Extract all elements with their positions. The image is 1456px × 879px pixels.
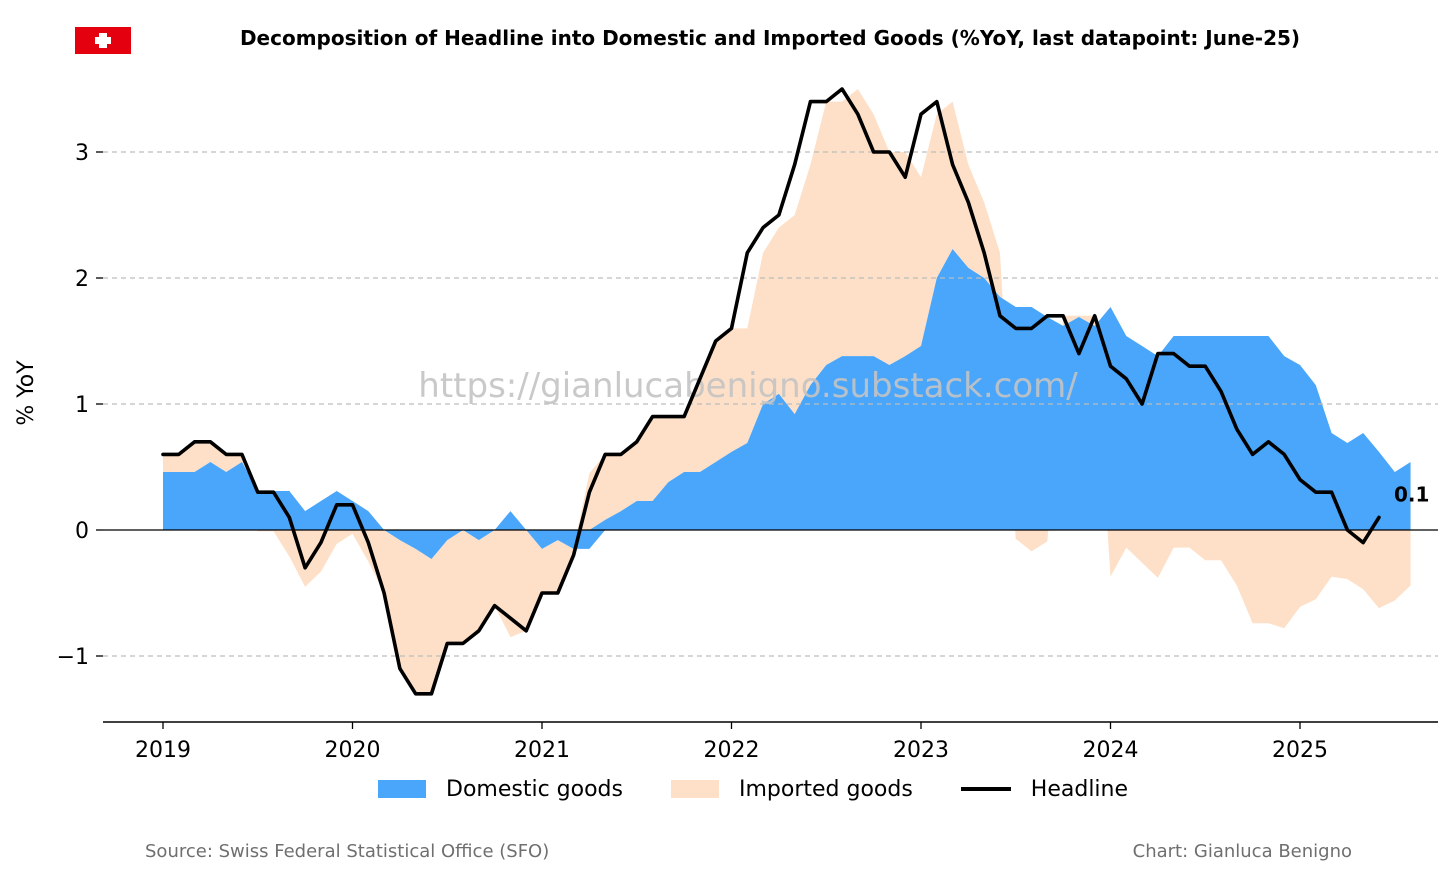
watermark: https://gianlucabenigno.substack.com/ (418, 366, 1078, 406)
legend-swatch-headline (960, 787, 1011, 791)
y-tick-label: 2 (75, 267, 89, 292)
legend-label-domestic: Domestic goods (446, 776, 623, 802)
y-tick-label: 1 (75, 393, 89, 418)
series-line-headline (161, 87, 1381, 696)
y-tick-label: −1 (57, 645, 89, 670)
legend-item-domestic: Domestic goods (378, 777, 623, 802)
x-tick-label: 2020 (325, 738, 381, 763)
grid-lines (103, 151, 1438, 657)
legend-label-imported: Imported goods (738, 776, 913, 802)
legend-item-headline: Headline (960, 776, 1129, 802)
x-tick-label: 2024 (1083, 738, 1139, 763)
source-note: Source: Swiss Federal Statistical Office… (145, 841, 550, 862)
y-tick-label: 3 (75, 141, 89, 166)
legend-label-headline: Headline (1030, 776, 1129, 802)
series-area-imported (163, 89, 1411, 694)
chart-title: Decomposition of Headline into Domestic … (239, 26, 1301, 50)
y-tick-label: 0 (75, 519, 89, 544)
x-tick-label: 2022 (704, 738, 760, 763)
x-tick-label: 2023 (893, 738, 949, 763)
line-layer: 0.1 (161, 87, 1429, 696)
last-value-label: 0.1 (1394, 482, 1429, 506)
y-axis-label: % YoY (14, 360, 39, 426)
x-tick-label: 2021 (514, 738, 570, 763)
legend-item-imported: Imported goods (670, 776, 913, 802)
x-tick-label: 2025 (1272, 738, 1328, 763)
x-tick-label: 2019 (135, 738, 191, 763)
swiss-flag-icon (75, 27, 131, 54)
legend-swatch-domestic (378, 780, 426, 798)
legend-swatch-imported (670, 780, 719, 798)
legend: Domestic goods Imported goods Headline (378, 772, 1176, 806)
chart-credit: Chart: Gianluca Benigno (1132, 841, 1352, 862)
